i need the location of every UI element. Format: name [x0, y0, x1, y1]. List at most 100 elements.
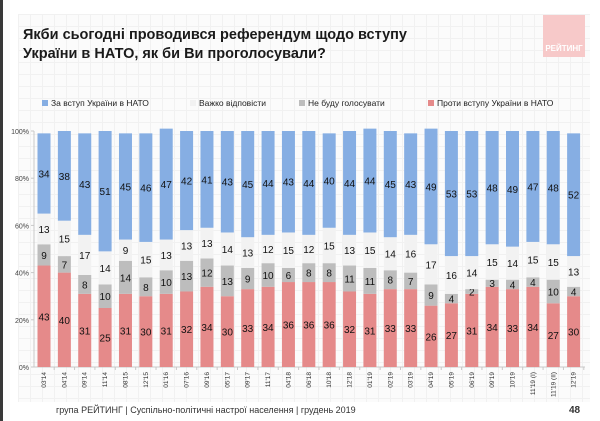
bar-segment [424, 244, 438, 285]
data-label: 33 [385, 324, 397, 335]
bar-segment [241, 267, 255, 290]
bar-segment [180, 291, 194, 367]
data-label: 15 [140, 256, 152, 267]
bar-segment [404, 289, 418, 367]
data-label: 49 [507, 185, 519, 196]
data-label: 15 [364, 246, 376, 257]
bar-segment [78, 133, 92, 235]
data-label: 7 [408, 277, 414, 288]
data-label: 7 [62, 260, 68, 271]
bar-segment [139, 241, 153, 278]
bar-segment [383, 270, 397, 290]
data-label: 40 [59, 316, 71, 327]
data-label: 30 [568, 328, 580, 339]
data-label: 15 [283, 246, 295, 257]
x-tick-label: 04'19 [428, 372, 435, 388]
legend-item-against: Проти вступу України в НАТО [428, 98, 553, 108]
bar-segment [465, 131, 479, 257]
data-label: 15 [59, 234, 71, 245]
bar-segment [98, 251, 112, 285]
data-label: 13 [201, 239, 213, 250]
x-tick-label: 09'16 [204, 372, 211, 388]
data-label: 34 [263, 323, 275, 334]
bar-segment [485, 286, 499, 367]
bar-segment [506, 289, 520, 367]
data-label: 36 [324, 321, 336, 332]
bar-segment [302, 263, 316, 283]
bar-segment [485, 244, 499, 280]
data-label: 13 [181, 272, 193, 283]
data-label: 31 [466, 326, 478, 337]
data-label: 15 [527, 256, 539, 267]
data-label: 13 [344, 246, 356, 257]
bar-segment [383, 237, 397, 271]
data-label: 51 [100, 187, 112, 198]
y-tick-label: 40% [15, 271, 29, 278]
bar-segment [200, 131, 214, 228]
bar-segment [506, 131, 520, 247]
data-label: 13 [222, 277, 234, 288]
legend-label-against: Проти вступу України в НАТО [437, 98, 554, 108]
x-tick-label: 03'19 [408, 372, 415, 388]
data-label: 9 [123, 246, 129, 257]
bar-segment [567, 296, 581, 367]
data-label: 30 [222, 328, 234, 339]
bar-segment [57, 220, 71, 257]
bar-segment [281, 267, 295, 283]
bar-segment [57, 272, 71, 367]
data-label: 13 [568, 267, 580, 278]
x-tick-label: 06'18 [306, 372, 313, 388]
rating-logo: РЕЙТИНГ [543, 15, 585, 57]
data-label: 15 [324, 241, 336, 252]
bar-segment [139, 133, 153, 242]
y-tick-label: 80% [15, 176, 29, 183]
page-number: 48 [569, 405, 581, 416]
data-label: 33 [507, 324, 519, 335]
legend-label-hard-to-say: Важко відповісти [199, 98, 266, 108]
data-label: 10 [100, 292, 112, 303]
data-label: 8 [306, 269, 312, 280]
data-label: 16 [405, 250, 417, 261]
legend-item-wont-vote: Не буду голосувати [299, 98, 385, 108]
bar-segment [200, 227, 214, 259]
data-label: 45 [242, 180, 254, 191]
bar-segment [281, 232, 295, 268]
data-label: 12 [263, 245, 275, 256]
x-tick-label: 11'19 (II) [550, 372, 557, 397]
bar-segment [78, 274, 92, 294]
bar-segment [404, 133, 418, 235]
bar-segment [363, 128, 377, 233]
data-label: 33 [242, 324, 254, 335]
x-tick-label: 11'14 [102, 372, 109, 388]
legend-swatch-wont-vote [299, 100, 305, 106]
data-label: 31 [120, 326, 132, 337]
data-label: 34 [38, 169, 50, 180]
legend-swatch-hard-to-say [190, 100, 196, 106]
bar-segment [220, 296, 234, 367]
bar-segment [200, 286, 214, 367]
bar-segment [383, 131, 397, 238]
legend: За вступ України в НАТО Важко відповісти… [0, 98, 600, 112]
data-label: 34 [201, 323, 213, 334]
x-tick-label: 03'14 [41, 372, 48, 388]
bar-segment [424, 128, 438, 245]
data-label: 31 [364, 326, 376, 337]
bar-segment [241, 237, 255, 268]
x-tick-label: 04'18 [285, 372, 292, 388]
bar-segment [57, 256, 71, 273]
bar-segment [444, 303, 458, 367]
data-label: 14 [100, 264, 112, 275]
bar-segment [302, 131, 316, 235]
bar-segment [444, 293, 458, 304]
bar-segment [159, 128, 173, 240]
bar-segment [78, 234, 92, 275]
data-label: 33 [405, 324, 417, 335]
data-label: 11 [365, 277, 376, 288]
bar-segment [424, 305, 438, 367]
data-label: 12 [201, 269, 213, 280]
data-label: 17 [79, 251, 91, 262]
bar-segment [546, 131, 560, 245]
bar-segment [261, 131, 275, 235]
data-label: 44 [344, 179, 356, 190]
data-label: 2 [469, 287, 475, 298]
